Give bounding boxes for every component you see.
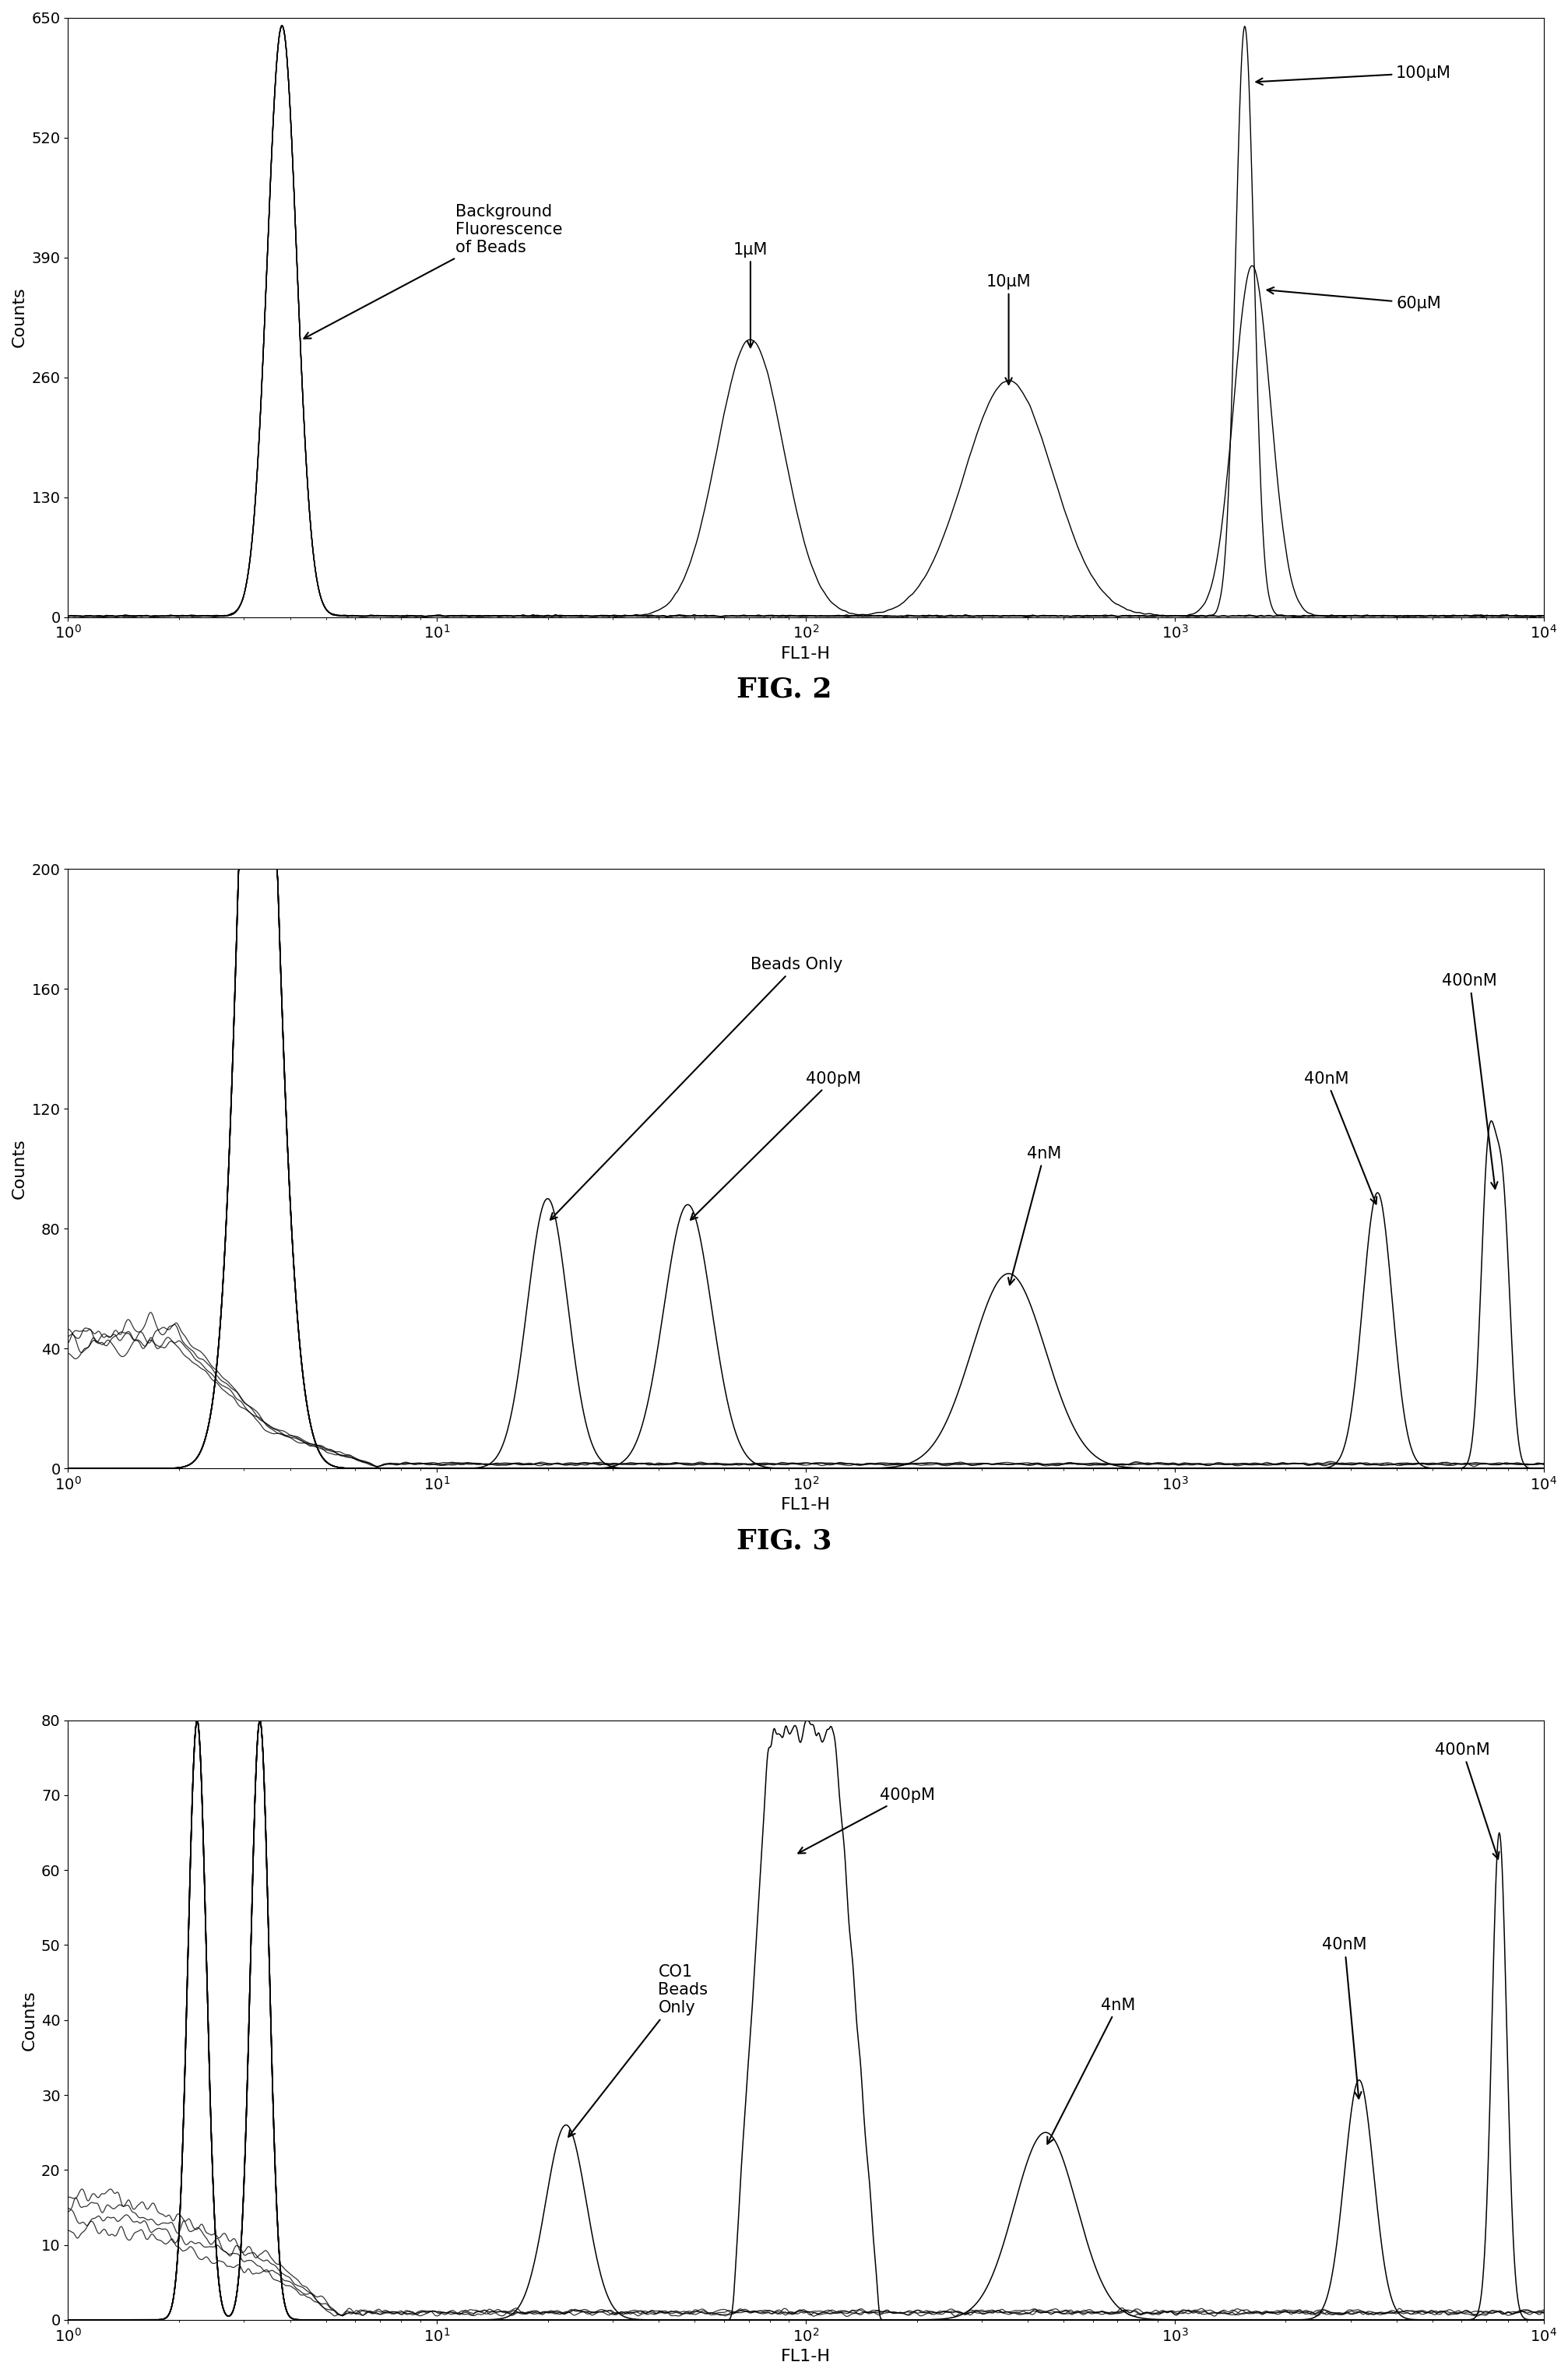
- Text: 400nM: 400nM: [1435, 1742, 1499, 1858]
- Text: 40nM: 40nM: [1303, 1072, 1377, 1205]
- Text: 40nM: 40nM: [1322, 1936, 1366, 2098]
- Text: 4nM: 4nM: [1008, 1145, 1062, 1285]
- Text: FIG. 3: FIG. 3: [737, 1528, 831, 1554]
- Y-axis label: Counts: Counts: [11, 287, 27, 347]
- Text: 60μM: 60μM: [1267, 287, 1441, 311]
- Text: 400pM: 400pM: [690, 1072, 861, 1219]
- Text: Background
Fluorescence
of Beads: Background Fluorescence of Beads: [304, 204, 563, 337]
- X-axis label: FL1-H: FL1-H: [781, 2350, 831, 2364]
- Text: 4nM: 4nM: [1047, 1998, 1135, 2143]
- Text: 10μM: 10μM: [986, 273, 1030, 385]
- X-axis label: FL1-H: FL1-H: [781, 646, 831, 661]
- Text: Beads Only: Beads Only: [550, 958, 842, 1219]
- Text: 100μM: 100μM: [1256, 64, 1450, 86]
- Text: FIG. 2: FIG. 2: [737, 677, 831, 703]
- Text: CO1
Beads
Only: CO1 Beads Only: [568, 1965, 707, 2136]
- Y-axis label: Counts: Counts: [13, 1138, 27, 1200]
- Text: 400nM: 400nM: [1441, 974, 1497, 1188]
- Y-axis label: Counts: Counts: [22, 1989, 38, 2050]
- Text: 400pM: 400pM: [798, 1787, 935, 1853]
- X-axis label: FL1-H: FL1-H: [781, 1497, 831, 1514]
- Text: 1μM: 1μM: [732, 242, 767, 347]
